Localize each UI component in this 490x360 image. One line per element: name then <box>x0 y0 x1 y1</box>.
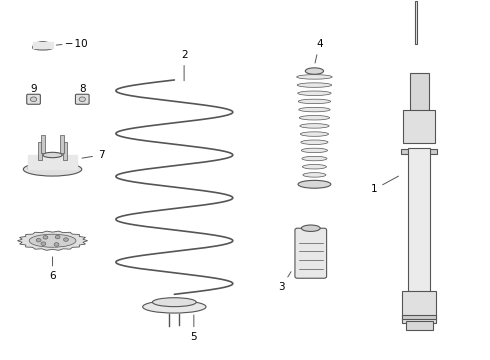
Ellipse shape <box>301 148 327 153</box>
Bar <box>63 143 67 160</box>
Ellipse shape <box>32 46 53 50</box>
Ellipse shape <box>305 68 323 74</box>
Text: 4: 4 <box>315 39 322 63</box>
Ellipse shape <box>301 140 328 144</box>
Bar <box>402 315 436 319</box>
FancyBboxPatch shape <box>27 94 40 104</box>
Ellipse shape <box>30 97 37 102</box>
Bar <box>401 149 438 154</box>
Ellipse shape <box>298 91 331 95</box>
Circle shape <box>55 235 60 239</box>
Bar <box>415 1 417 44</box>
Polygon shape <box>18 231 88 250</box>
Ellipse shape <box>143 301 206 313</box>
Ellipse shape <box>296 75 332 79</box>
Text: 7: 7 <box>82 150 104 160</box>
Circle shape <box>64 238 69 241</box>
Bar <box>406 321 433 330</box>
Ellipse shape <box>299 107 330 112</box>
Ellipse shape <box>300 132 328 136</box>
Ellipse shape <box>298 99 331 104</box>
Bar <box>410 73 429 119</box>
Ellipse shape <box>29 234 76 247</box>
Bar <box>403 111 435 143</box>
Bar <box>38 143 42 160</box>
Text: 3: 3 <box>278 272 291 292</box>
Ellipse shape <box>299 116 330 120</box>
Ellipse shape <box>302 165 326 169</box>
Text: 9: 9 <box>30 84 37 94</box>
Circle shape <box>36 238 41 242</box>
Text: 6: 6 <box>49 257 56 282</box>
Text: 2: 2 <box>181 50 187 81</box>
Text: 8: 8 <box>79 84 86 94</box>
Ellipse shape <box>301 225 320 231</box>
Ellipse shape <box>152 298 196 307</box>
Text: 1: 1 <box>371 176 398 194</box>
Circle shape <box>54 243 59 246</box>
Ellipse shape <box>79 97 85 102</box>
FancyBboxPatch shape <box>295 228 327 278</box>
Ellipse shape <box>298 180 331 188</box>
FancyBboxPatch shape <box>75 94 89 104</box>
Ellipse shape <box>303 173 326 177</box>
Ellipse shape <box>43 152 62 158</box>
Text: ─ 10: ─ 10 <box>65 39 87 49</box>
Ellipse shape <box>24 162 82 176</box>
Ellipse shape <box>303 181 325 185</box>
Text: 5: 5 <box>191 315 197 342</box>
Bar <box>41 135 45 153</box>
Bar <box>402 291 436 323</box>
Ellipse shape <box>300 124 329 128</box>
Circle shape <box>43 235 48 239</box>
Ellipse shape <box>297 83 332 87</box>
Bar <box>60 135 64 153</box>
Bar <box>408 148 430 312</box>
Ellipse shape <box>302 156 327 161</box>
Circle shape <box>41 242 46 246</box>
